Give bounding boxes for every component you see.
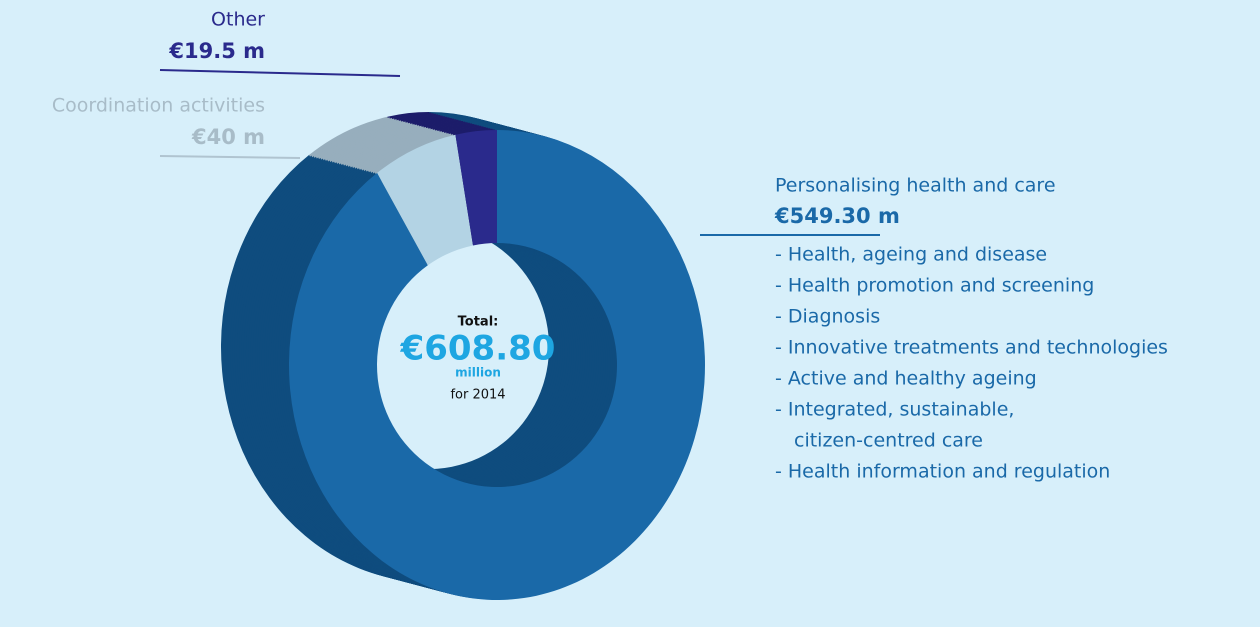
center-text: million — [455, 366, 501, 380]
slice-label: Personalising health and care — [775, 175, 1056, 197]
slice — [288, 130, 705, 600]
sub-item: - Health, ageing and disease — [775, 244, 1047, 266]
value-label: €40 m — [191, 125, 265, 149]
leader-line — [159, 155, 301, 159]
center-text: Total: — [458, 315, 499, 330]
value-label: €549.30 m — [774, 204, 900, 228]
sub-items: - Health, ageing and disease - Health pro… — [775, 244, 1168, 483]
sub-item: - Innovative treatments and technologies — [775, 337, 1168, 359]
donut — [220, 112, 705, 600]
center-text: €608.80 — [400, 329, 556, 369]
value-label: €19.5 m — [168, 39, 265, 63]
sub-item: - Diagnosis — [775, 306, 880, 328]
center-text: for 2014 — [450, 388, 505, 403]
slice-label: Other — [211, 9, 265, 31]
sub-item: - Integrated, sustainable, — [775, 399, 1014, 421]
sub-item: citizen-centred care — [794, 430, 983, 452]
sub-item: - Active and healthy ageing — [775, 368, 1037, 390]
slice — [377, 134, 474, 266]
sub-item: - Health promotion and screening — [775, 275, 1094, 297]
sub-item: - Health information and regulation — [775, 461, 1110, 483]
leader-line — [159, 69, 401, 77]
slice-label: Coordination activities — [52, 95, 265, 117]
slice — [455, 130, 497, 246]
